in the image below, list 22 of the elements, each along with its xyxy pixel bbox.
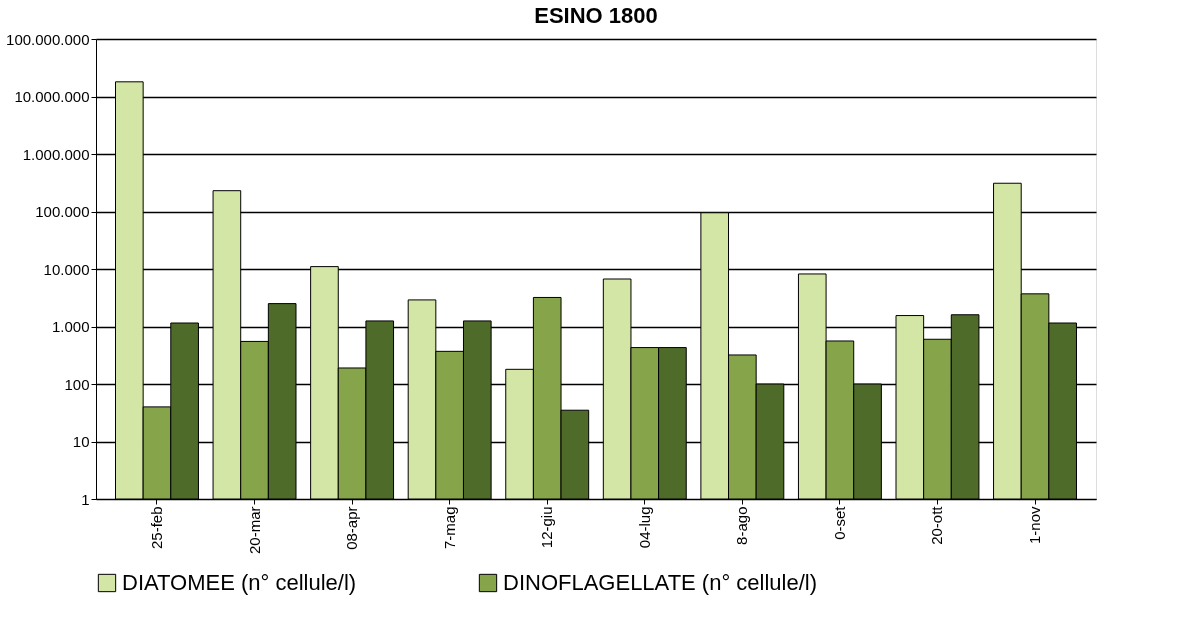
y-tick-label: 10.000 [43, 260, 90, 278]
x-tick-label: 1-nov [1026, 506, 1044, 545]
y-tick-label: 1.000.000 [22, 145, 90, 163]
y-tick-label: 1 [81, 490, 90, 508]
y-tick-label: 100.000 [35, 203, 90, 220]
legend-label: DINOFLAGELLATE (n° cellule/l) [503, 570, 818, 595]
y-tick-label: 10 [72, 433, 90, 450]
y-tick-label: 10.000.000 [14, 88, 90, 105]
x-tick-label: 7-mag [440, 506, 458, 550]
x-tick-label: 20-ott [928, 505, 946, 545]
x-tick-label: 08-apr [343, 506, 361, 550]
chart-title: ESINO 1800 [534, 3, 658, 28]
x-tick-label: 04-lug [635, 506, 653, 549]
legend-label: DIATOMEE (n° cellule/l) [122, 570, 357, 595]
x-tick-label: 12-giu [538, 506, 556, 549]
x-tick-label: 8-ago [733, 506, 751, 545]
x-tick-label: 20-mar [245, 506, 263, 555]
y-tick-label: 100 [64, 375, 90, 393]
x-tick-label: 0-set [830, 505, 848, 540]
y-tick-label: 100.000.000 [6, 30, 90, 48]
x-tick-label: 25-feb [147, 506, 165, 550]
y-tick-label: 1.000 [51, 318, 90, 335]
